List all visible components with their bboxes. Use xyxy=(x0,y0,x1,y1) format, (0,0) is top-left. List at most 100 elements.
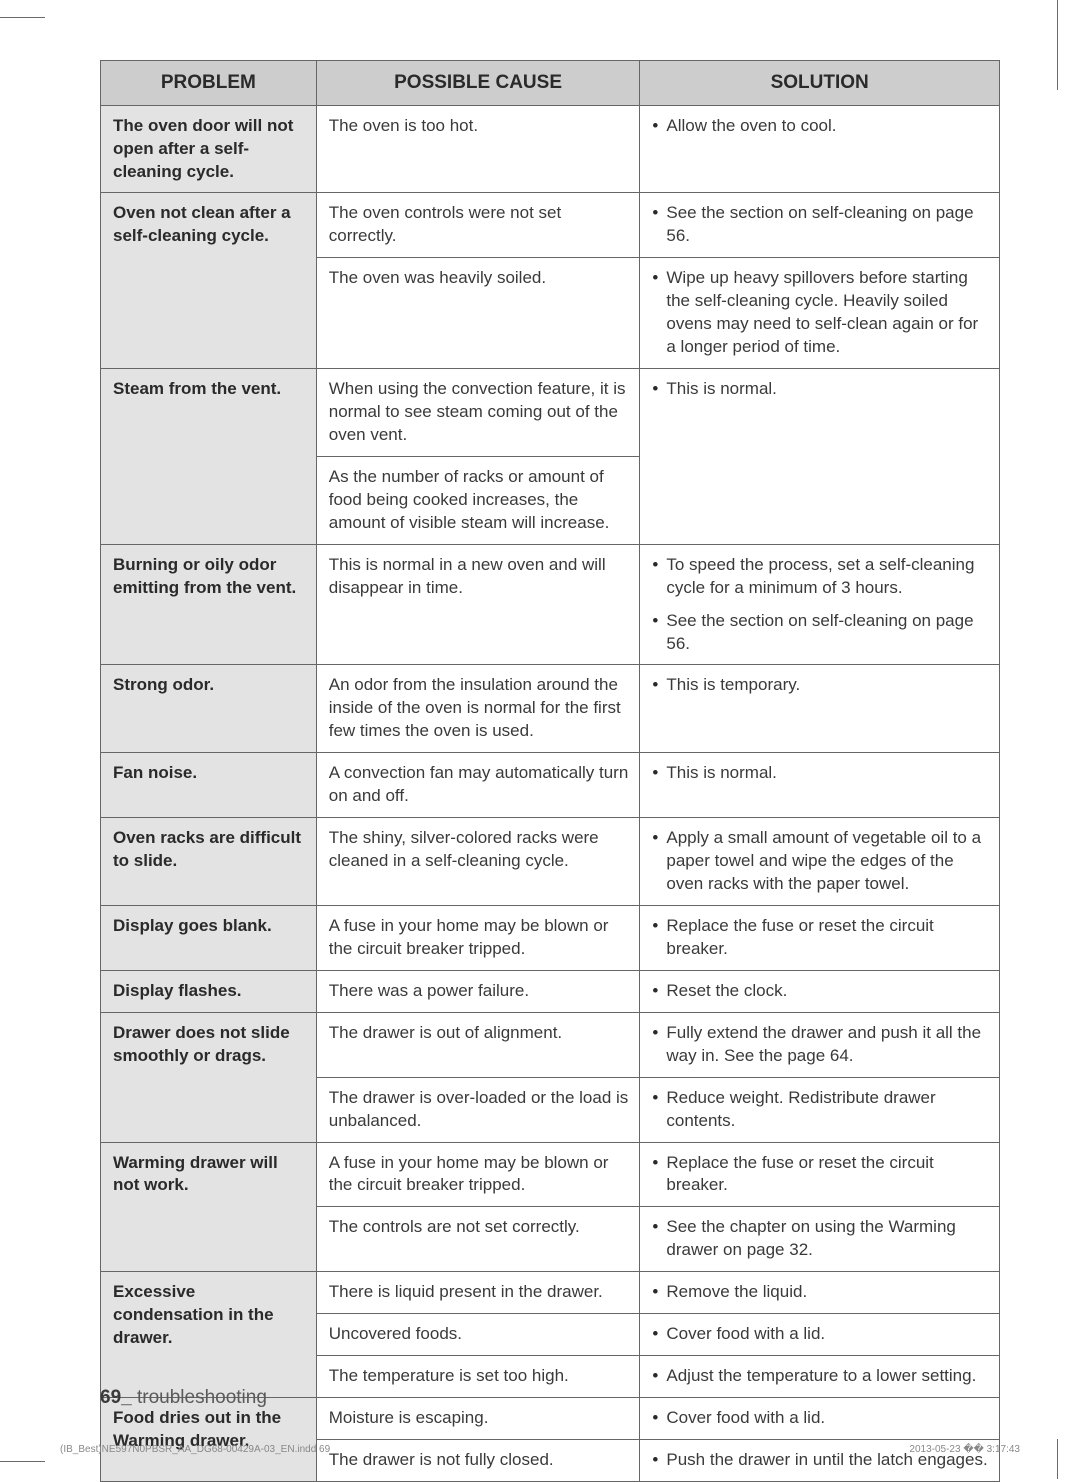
solution-text: Adjust the temperature to a lower settin… xyxy=(666,1365,989,1388)
problem-cell: The oven door will not open after a self… xyxy=(101,105,317,193)
solution-cell: •Replace the fuse or reset the circuit b… xyxy=(640,905,1000,970)
solution-text: Cover food with a lid. xyxy=(666,1407,989,1430)
bullet-icon: • xyxy=(652,915,666,961)
cause-cell: As the number of racks or amount of food… xyxy=(316,456,640,544)
solution-text: Fully extend the drawer and push it all … xyxy=(666,1022,989,1068)
cause-cell: The oven controls were not set correctly… xyxy=(316,193,640,258)
table-row: Drawer does not slide smoothly or drags.… xyxy=(101,1012,1000,1077)
solution-cell: •Adjust the temperature to a lower setti… xyxy=(640,1356,1000,1398)
solution-cell: •Fully extend the drawer and push it all… xyxy=(640,1012,1000,1077)
cause-cell: Uncovered foods. xyxy=(316,1314,640,1356)
problem-cell: Display goes blank. xyxy=(101,905,317,970)
table-row: Display goes blank. A fuse in your home … xyxy=(101,905,1000,970)
table-row: Excessive condensation in the drawer. Th… xyxy=(101,1272,1000,1314)
bullet-icon: • xyxy=(652,1022,666,1068)
cause-cell: The oven is too hot. xyxy=(316,105,640,193)
solution-text: Wipe up heavy spillovers before starting… xyxy=(666,267,989,359)
table-row: Warming drawer will not work. A fuse in … xyxy=(101,1142,1000,1207)
solution-cell: •See the section on self-cleaning on pag… xyxy=(640,193,1000,258)
table-header-row: PROBLEM POSSIBLE CAUSE SOLUTION xyxy=(101,61,1000,106)
page-content: PROBLEM POSSIBLE CAUSE SOLUTION The oven… xyxy=(0,0,1080,1482)
problem-cell: Warming drawer will not work. xyxy=(101,1142,317,1272)
problem-cell: Burning or oily odor emitting from the v… xyxy=(101,544,317,665)
problem-cell: Food dries out in the Warming drawer. xyxy=(101,1398,317,1482)
header-problem: PROBLEM xyxy=(101,61,317,106)
bullet-icon: • xyxy=(652,115,666,138)
table-row: The oven door will not open after a self… xyxy=(101,105,1000,193)
cause-cell: This is normal in a new oven and will di… xyxy=(316,544,640,665)
problem-cell: Drawer does not slide smoothly or drags. xyxy=(101,1012,317,1142)
solution-cell: •Cover food with a lid. xyxy=(640,1314,1000,1356)
solution-cell: •Allow the oven to cool. xyxy=(640,105,1000,193)
cause-cell: There is liquid present in the drawer. xyxy=(316,1272,640,1314)
bullet-icon: • xyxy=(652,980,666,1003)
cause-cell: The temperature is set too high. xyxy=(316,1356,640,1398)
header-solution: SOLUTION xyxy=(640,61,1000,106)
cause-cell: A convection fan may automatically turn … xyxy=(316,753,640,818)
bullet-icon: • xyxy=(652,610,666,656)
table-row: Strong odor. An odor from the insulation… xyxy=(101,665,1000,753)
solution-cell: •Remove the liquid. xyxy=(640,1272,1000,1314)
solution-text: See the chapter on using the Warming dra… xyxy=(666,1216,989,1262)
table-row: Burning or oily odor emitting from the v… xyxy=(101,544,1000,665)
solution-text: Reset the clock. xyxy=(666,980,989,1003)
solution-text: Replace the fuse or reset the circuit br… xyxy=(666,915,989,961)
cause-cell: The controls are not set correctly. xyxy=(316,1207,640,1272)
cause-cell: The drawer is over-loaded or the load is… xyxy=(316,1077,640,1142)
solution-cell: •Wipe up heavy spillovers before startin… xyxy=(640,258,1000,369)
table-row: Fan noise. A convection fan may automati… xyxy=(101,753,1000,818)
solution-cell: •Apply a small amount of vegetable oil t… xyxy=(640,818,1000,906)
bullet-icon: • xyxy=(652,1216,666,1262)
problem-cell: Display flashes. xyxy=(101,970,317,1012)
problem-cell: Oven not clean after a self-cleaning cyc… xyxy=(101,193,317,369)
bullet-icon: • xyxy=(652,1281,666,1304)
problem-cell: Strong odor. xyxy=(101,665,317,753)
bullet-icon: • xyxy=(652,674,666,697)
solution-text: See the section on self-cleaning on page… xyxy=(666,202,989,248)
solution-cell: •Reduce weight. Redistribute drawer cont… xyxy=(640,1077,1000,1142)
bullet-icon: • xyxy=(652,554,666,600)
bullet-icon: • xyxy=(652,827,666,896)
bullet-icon: • xyxy=(652,762,666,785)
solution-text: This is normal. xyxy=(666,378,989,401)
solution-cell: •This is normal. xyxy=(640,369,1000,545)
problem-cell: Excessive condensation in the drawer. xyxy=(101,1272,317,1398)
table-row: Oven racks are difficult to slide. The s… xyxy=(101,818,1000,906)
table-row: Steam from the vent. When using the conv… xyxy=(101,369,1000,457)
bullet-icon: • xyxy=(652,267,666,359)
problem-cell: Oven racks are difficult to slide. xyxy=(101,818,317,906)
cause-cell: When using the convection feature, it is… xyxy=(316,369,640,457)
print-file: (IB_Best)NE597N0PBSR_AA_DG68-00429A-03_E… xyxy=(60,1444,330,1455)
solution-text: This is normal. xyxy=(666,762,989,785)
bullet-icon: • xyxy=(652,378,666,401)
problem-cell: Fan noise. xyxy=(101,753,317,818)
print-metadata: (IB_Best)NE597N0PBSR_AA_DG68-00429A-03_E… xyxy=(60,1444,1020,1455)
solution-text: Allow the oven to cool. xyxy=(666,115,989,138)
solution-text: To speed the process, set a self-cleanin… xyxy=(666,554,989,600)
cause-cell: There was a power failure. xyxy=(316,970,640,1012)
solution-text: See the section on self-cleaning on page… xyxy=(666,610,989,656)
solution-text: Apply a small amount of vegetable oil to… xyxy=(666,827,989,896)
solution-cell: •This is normal. xyxy=(640,753,1000,818)
bullet-icon: • xyxy=(652,1152,666,1198)
cause-cell: The drawer is out of alignment. xyxy=(316,1012,640,1077)
cause-cell: A fuse in your home may be blown or the … xyxy=(316,1142,640,1207)
solution-text: Replace the fuse or reset the circuit br… xyxy=(666,1152,989,1198)
cause-cell: Moisture is escaping. xyxy=(316,1398,640,1440)
page-number: 69_ xyxy=(100,1387,132,1408)
cause-cell: The shiny, silver-colored racks were cle… xyxy=(316,818,640,906)
problem-cell: Steam from the vent. xyxy=(101,369,317,545)
bullet-icon: • xyxy=(652,1365,666,1388)
bullet-icon: • xyxy=(652,1323,666,1346)
solution-cell: •This is temporary. xyxy=(640,665,1000,753)
solution-text: Remove the liquid. xyxy=(666,1281,989,1304)
solution-text: Reduce weight. Redistribute drawer conte… xyxy=(666,1087,989,1133)
table-row: Display flashes. There was a power failu… xyxy=(101,970,1000,1012)
bullet-icon: • xyxy=(652,1087,666,1133)
section-title: troubleshooting xyxy=(132,1387,267,1408)
troubleshooting-table: PROBLEM POSSIBLE CAUSE SOLUTION The oven… xyxy=(100,60,1000,1482)
solution-cell: •Reset the clock. xyxy=(640,970,1000,1012)
solution-cell: •To speed the process, set a self-cleani… xyxy=(640,544,1000,665)
print-timestamp: 2013-05-23 �� 3:17:43 xyxy=(909,1444,1020,1455)
solution-cell: •See the chapter on using the Warming dr… xyxy=(640,1207,1000,1272)
